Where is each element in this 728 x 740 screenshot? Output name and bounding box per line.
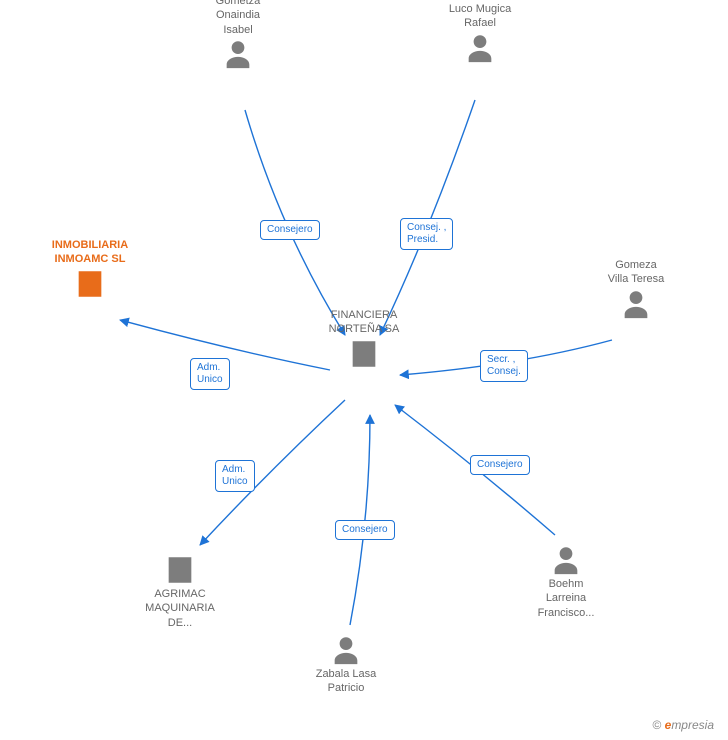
node-inmobiliaria[interactable]: INMOBILIARIAINMOAMC SL <box>45 238 135 301</box>
person-icon <box>619 287 653 321</box>
node-agrimac[interactable]: AGRIMACMAQUINARIADE... <box>135 553 225 630</box>
building-icon <box>347 337 381 371</box>
node-luco[interactable]: Luco MugicaRafael <box>435 2 525 65</box>
node-label: BoehmLarreinaFrancisco... <box>538 578 595 619</box>
edge-label: Adm.Unico <box>215 460 255 492</box>
node-zabala[interactable]: Zabala LasaPatricio <box>301 633 391 696</box>
building-icon <box>163 553 197 587</box>
node-label: Luco MugicaRafael <box>449 3 511 29</box>
node-label: INMOBILIARIAINMOAMC SL <box>52 239 128 265</box>
person-icon <box>549 543 583 577</box>
node-label: Zabala LasaPatricio <box>316 668 377 694</box>
node-center[interactable]: FINANCIERANORTEÑA SA <box>319 308 409 371</box>
node-gomeza[interactable]: GomezaVilla Teresa <box>591 258 681 321</box>
node-label: GomezaVilla Teresa <box>608 259 664 285</box>
edge-label: Consejero <box>335 520 395 540</box>
node-gometza[interactable]: GometzaOnaindiaIsabel <box>193 0 283 71</box>
edge-label: Consej. ,Presid. <box>400 218 453 250</box>
edge-label: Secr. ,Consej. <box>480 350 528 382</box>
edge-label: Consejero <box>260 220 320 240</box>
edge-label: Adm.Unico <box>190 358 230 390</box>
building-icon <box>73 267 107 301</box>
person-icon <box>329 633 363 667</box>
node-boehm[interactable]: BoehmLarreinaFrancisco... <box>521 543 611 620</box>
node-label: AGRIMACMAQUINARIADE... <box>145 588 215 629</box>
edge-label: Consejero <box>470 455 530 475</box>
node-label: FINANCIERANORTEÑA SA <box>329 309 400 335</box>
person-icon <box>463 31 497 65</box>
node-label: GometzaOnaindiaIsabel <box>216 0 261 36</box>
person-icon <box>221 37 255 71</box>
